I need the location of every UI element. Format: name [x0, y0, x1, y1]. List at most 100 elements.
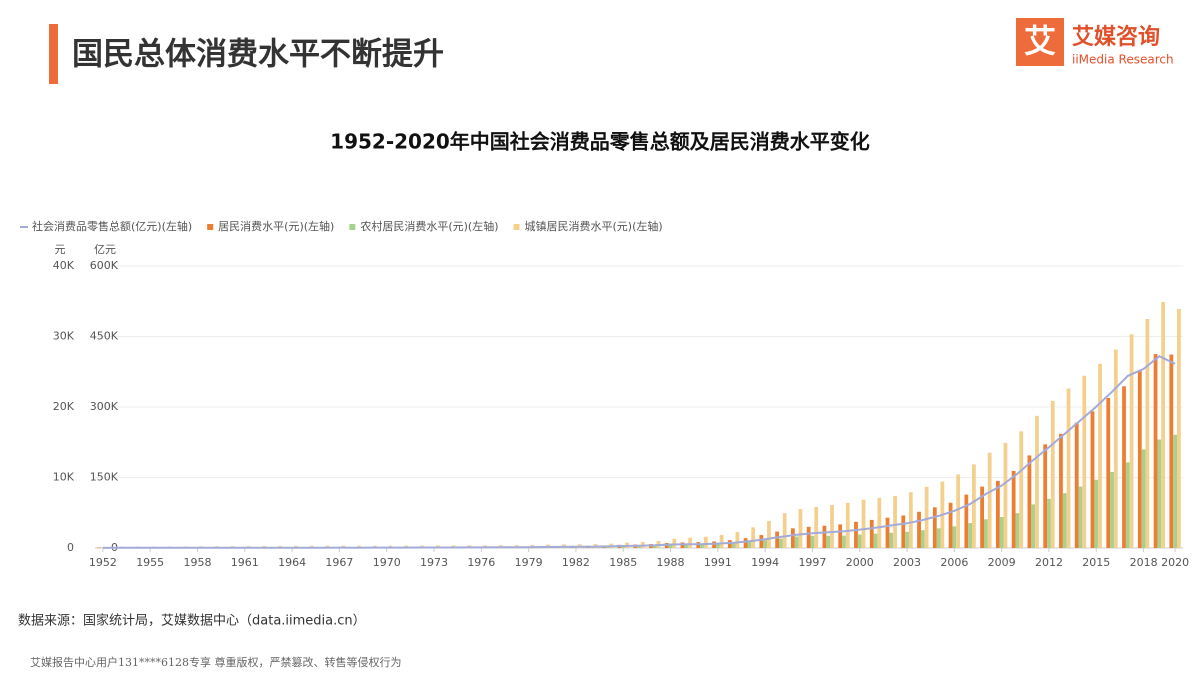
- bar: [999, 516, 1004, 548]
- bar: [1003, 442, 1008, 548]
- bar: [854, 521, 858, 548]
- x-tick-label: 2015: [1082, 556, 1110, 569]
- bar: [700, 543, 704, 548]
- bar: [1173, 434, 1178, 548]
- bar: [995, 480, 1000, 548]
- bar: [1059, 433, 1063, 548]
- bar: [767, 520, 771, 548]
- bar: [1015, 513, 1020, 548]
- legend-swatch: [207, 224, 214, 230]
- bar: [814, 506, 819, 548]
- x-tick-label: 1997: [798, 556, 826, 569]
- x-tick-label: 1958: [183, 556, 211, 569]
- bar: [1074, 422, 1079, 548]
- x-tick-label: 1973: [420, 556, 448, 569]
- bar: [1161, 301, 1166, 548]
- bar: [917, 511, 921, 548]
- x-tick-label: 2003: [893, 556, 921, 569]
- bar: [948, 502, 953, 548]
- bar: [759, 535, 764, 548]
- bar: [743, 538, 748, 548]
- bar: [1106, 397, 1111, 548]
- y-tick-label: 0: [67, 541, 74, 554]
- bar: [684, 544, 689, 548]
- bar: [956, 474, 961, 548]
- bar: [97, 547, 101, 548]
- x-tick-label: 1961: [231, 556, 259, 569]
- x-tick-label: 2009: [988, 556, 1016, 569]
- bar: [905, 531, 909, 548]
- bar: [1031, 504, 1036, 548]
- bar: [810, 535, 815, 548]
- x-tick-label: 1994: [751, 556, 779, 569]
- bar: [751, 527, 756, 548]
- bar: [1019, 431, 1024, 548]
- x-tick-label: 1985: [609, 556, 637, 569]
- bar: [688, 537, 692, 548]
- bar: [1157, 439, 1162, 548]
- bar: [1153, 354, 1158, 548]
- bar: [987, 452, 992, 548]
- y-tick-label: 20K: [53, 400, 75, 413]
- bar: [763, 540, 768, 548]
- bar: [901, 515, 906, 548]
- legend-swatch: [513, 224, 520, 230]
- bar: [1066, 388, 1071, 548]
- y2-tick-label: 150K: [90, 471, 119, 484]
- bar: [1062, 493, 1067, 548]
- bar: [822, 525, 827, 548]
- legend-label: 社会消费品零售总额(亿元)(左轴): [32, 219, 192, 233]
- bar: [845, 502, 850, 548]
- x-tick-label: 2020: [1161, 556, 1189, 569]
- bar: [908, 492, 913, 548]
- bar: [1082, 375, 1087, 548]
- bar: [932, 507, 937, 548]
- bar: [924, 486, 929, 548]
- bar: [791, 528, 795, 548]
- bar: [1141, 449, 1146, 548]
- bar: [861, 499, 866, 548]
- page-title: 国民总体消费水平不断提升: [72, 37, 444, 73]
- y2-tick-label: 450K: [90, 330, 119, 343]
- bar: [719, 535, 724, 548]
- x-tick-label: 1964: [278, 556, 306, 569]
- legend-label: 居民消费水平(元)(左轴): [218, 219, 334, 233]
- bar: [806, 526, 811, 548]
- source: 数据来源：国家统计局，艾媒数据中心（data.iimedia.cn）: [18, 613, 366, 629]
- bar: [668, 544, 673, 548]
- x-tick-label: 1979: [515, 556, 543, 569]
- bar: [889, 532, 894, 548]
- bar: [1043, 444, 1048, 548]
- bar: [984, 519, 988, 548]
- bar: [672, 538, 677, 548]
- legend-label: 农村居民消费水平(元)(左轴): [360, 219, 498, 233]
- legend-swatch: [349, 224, 356, 230]
- x-tick-label: 1982: [562, 556, 590, 569]
- bar: [1050, 400, 1055, 548]
- bar: [1125, 462, 1130, 548]
- bar: [885, 517, 890, 548]
- bar: [782, 513, 787, 548]
- x-tick-label: 1970: [373, 556, 401, 569]
- bar: [838, 524, 843, 548]
- y-tick-label: 10K: [53, 471, 75, 484]
- chart-title: 1952-2020年中国社会消费品零售总额及居民消费水平变化: [330, 130, 870, 154]
- bar: [873, 533, 878, 548]
- bar: [703, 536, 708, 548]
- logo-name: 艾媒咨询: [1072, 24, 1160, 50]
- logo-box: [1016, 18, 1064, 66]
- bar: [1113, 349, 1118, 548]
- bar: [1094, 479, 1099, 548]
- bar: [964, 494, 969, 548]
- bar: [735, 532, 740, 548]
- bar: [968, 523, 973, 548]
- bar: [1110, 471, 1114, 548]
- logo-sub: iiMedia Research: [1072, 53, 1174, 67]
- y-tick-label: 30K: [53, 330, 75, 343]
- bar: [857, 534, 862, 548]
- bar: [830, 504, 834, 548]
- x-tick-label: 1967: [325, 556, 353, 569]
- y2-tick-label: 300K: [90, 400, 119, 413]
- x-tick-label: 1976: [467, 556, 495, 569]
- bar: [920, 530, 925, 548]
